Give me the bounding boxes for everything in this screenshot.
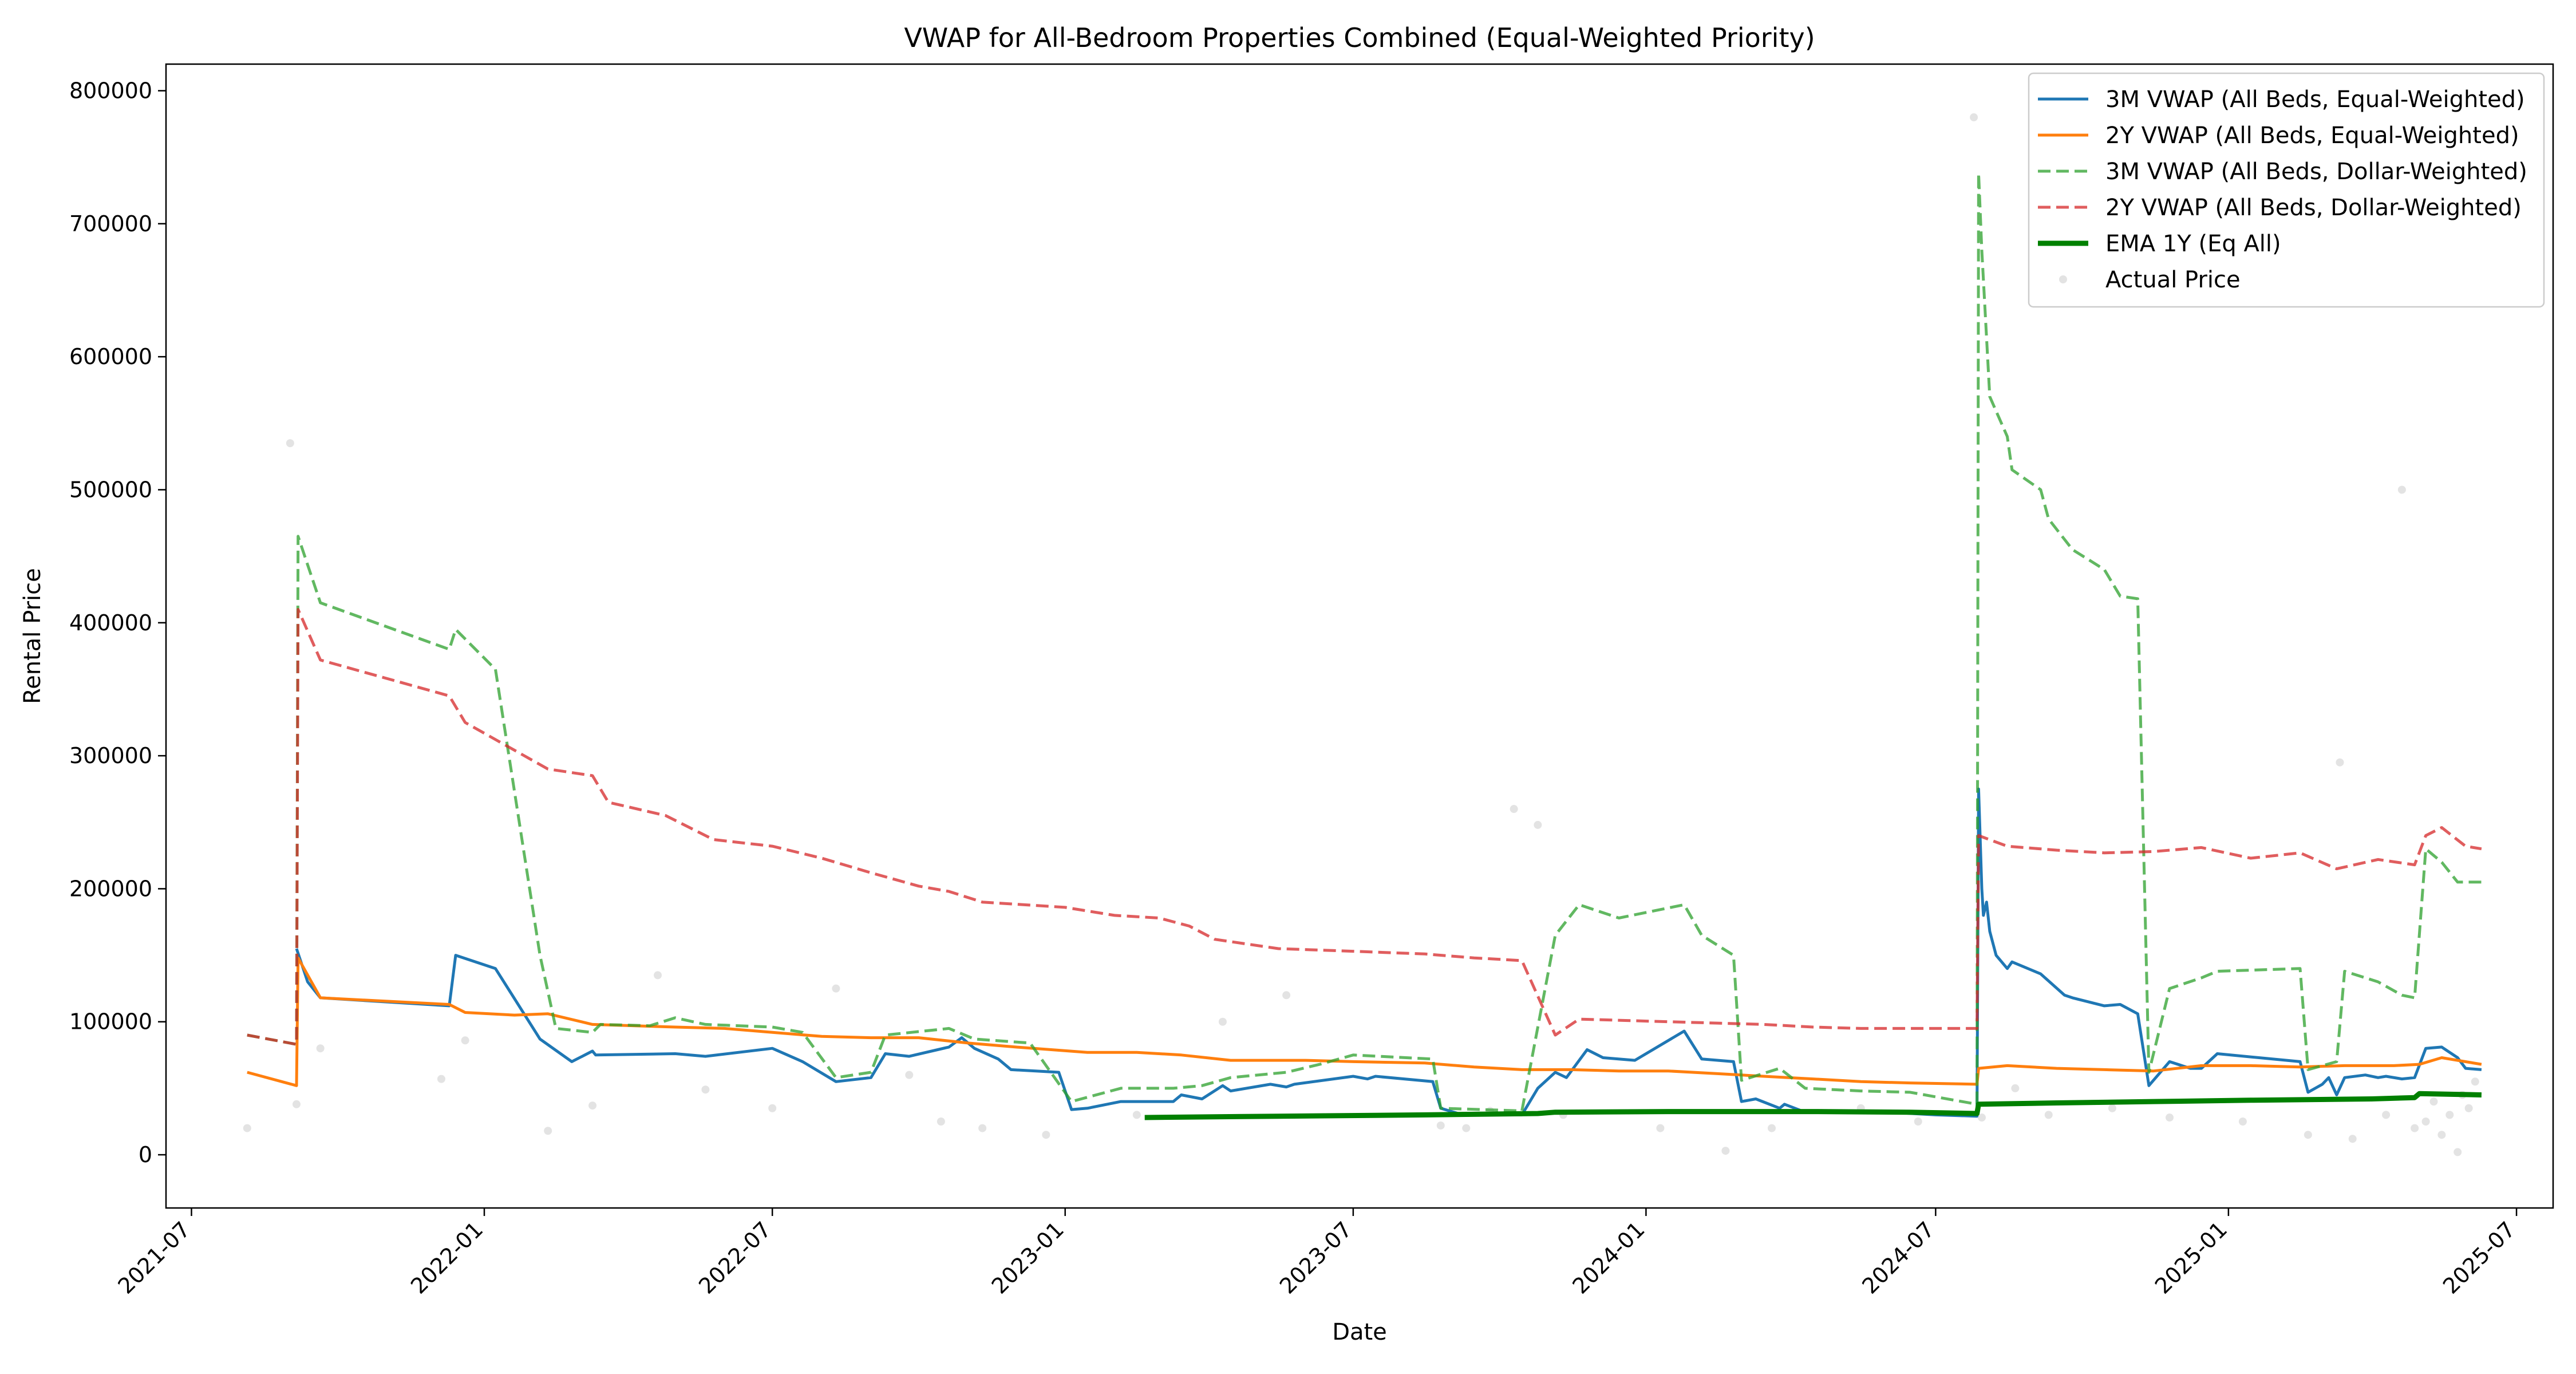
- scatter-point-33: [2044, 1111, 2053, 1119]
- scatter-point-19: [1436, 1121, 1445, 1130]
- scatter-point-42: [2411, 1124, 2419, 1132]
- y-tick-label-5: 500000: [69, 477, 152, 502]
- scatter-point-35: [2166, 1114, 2174, 1122]
- scatter-point-18: [1282, 991, 1291, 1000]
- scatter-point-12: [905, 1071, 914, 1079]
- scatter-point-30: [1970, 113, 1978, 121]
- series-line-2y-vwap-all-beds-dollar-weighted: [247, 608, 2482, 1046]
- series-line-2y-vwap-all-beds-equal-weighted: [247, 956, 2482, 1087]
- scatter-point-11: [832, 984, 840, 993]
- scatter-point-6: [544, 1127, 552, 1135]
- legend: 3M VWAP (All Beds, Equal-Weighted) 2Y VWA…: [2028, 72, 2545, 308]
- x-tick-label-3: 2023-01: [987, 1217, 1069, 1298]
- scatter-point-41: [2397, 485, 2406, 494]
- scatter-point-43: [2421, 1117, 2430, 1126]
- scatter-point-0: [243, 1124, 251, 1132]
- legend-box: [2028, 72, 2545, 308]
- scatter-point-9: [701, 1085, 710, 1094]
- y-tick-label-6: 600000: [69, 344, 152, 369]
- y-tick-label-0: 0: [139, 1142, 152, 1167]
- scatter-point-17: [1218, 1017, 1227, 1026]
- plot-frame: [165, 63, 2554, 1209]
- legend-label-ema-1y-eq-all: EMA 1Y (Eq All): [2105, 231, 2281, 257]
- scatter-point-10: [768, 1104, 777, 1112]
- scatter-point-13: [937, 1117, 945, 1126]
- y-tick-label-7: 700000: [69, 211, 152, 236]
- y-axis-label: Rental Price: [19, 568, 46, 704]
- scatter-point-40: [2382, 1111, 2391, 1119]
- scatter-point-31: [1977, 1114, 1986, 1122]
- scatter-point-4: [437, 1075, 445, 1083]
- legend-label-actual-price: Actual Price: [2105, 267, 2241, 293]
- scatter-point-16: [1132, 1111, 1141, 1119]
- x-axis-label: Date: [1332, 1319, 1387, 1345]
- y-tick-label-2: 200000: [69, 876, 152, 901]
- y-tick-label-3: 300000: [69, 743, 152, 768]
- legend-label-3m-vwap-all-beds-dollar-weighted: 3M VWAP (All Beds, Dollar-Weighted): [2105, 159, 2527, 185]
- legend-label-2y-vwap-all-beds-dollar-weighted: 2Y VWAP (All Beds, Dollar-Weighted): [2105, 195, 2522, 221]
- chart-title: VWAP for All-Bedroom Properties Combined…: [904, 22, 1815, 53]
- series-line-ema-1y-eq-all: [1144, 1091, 2482, 1120]
- scatter-point-37: [2304, 1131, 2312, 1139]
- scatter-point-15: [1042, 1131, 1050, 1139]
- x-tick-label-7: 2025-01: [2150, 1217, 2232, 1298]
- scatter-point-45: [2437, 1131, 2446, 1139]
- scatter-point-23: [1534, 820, 1542, 829]
- scatter-point-14: [978, 1124, 987, 1132]
- scatter-point-27: [1768, 1124, 1776, 1132]
- scatter-point-5: [461, 1036, 469, 1045]
- scatter-point-38: [2348, 1135, 2357, 1143]
- series-line-3m-vwap-all-beds-dollar-weighted: [247, 172, 2482, 1112]
- x-tick-label-4: 2023-07: [1275, 1217, 1357, 1298]
- y-tick-label-4: 400000: [69, 610, 152, 635]
- scatter-point-34: [2108, 1104, 2116, 1112]
- y-tick-label-1: 100000: [69, 1009, 152, 1035]
- series-line-3m-vwap-all-beds-equal-weighted: [295, 787, 2482, 1118]
- scatter-point-8: [654, 971, 662, 980]
- x-tick-label-8: 2025-07: [2438, 1217, 2520, 1298]
- scatter-point-7: [588, 1101, 597, 1110]
- y-tick-label-8: 800000: [69, 78, 152, 103]
- scatter-point-22: [1510, 805, 1518, 814]
- scatter-point-3: [316, 1044, 325, 1053]
- x-tick-label-2: 2022-07: [694, 1217, 776, 1298]
- scatter-point-20: [1462, 1124, 1471, 1132]
- scatter-point-36: [2238, 1117, 2247, 1126]
- x-tick-label-6: 2024-07: [1857, 1217, 1939, 1298]
- scatter-point-29: [1914, 1117, 1922, 1126]
- scatter-point-1: [286, 439, 294, 448]
- scatter-point-49: [2464, 1104, 2473, 1112]
- scatter-point-26: [1721, 1147, 1730, 1155]
- scatter-point-39: [2336, 758, 2344, 767]
- scatter-point-46: [2445, 1111, 2454, 1119]
- x-tick-label-0: 2021-07: [113, 1217, 195, 1298]
- x-tick-label-5: 2024-01: [1567, 1217, 1649, 1298]
- scatter-point-32: [2011, 1084, 2020, 1092]
- x-tick-label-1: 2022-01: [406, 1217, 488, 1298]
- scatter-point-44: [2429, 1097, 2438, 1106]
- legend-label-2y-vwap-all-beds-equal-weighted: 2Y VWAP (All Beds, Equal-Weighted): [2105, 123, 2519, 149]
- scatter-point-47: [2453, 1148, 2462, 1156]
- scatter-point-2: [292, 1100, 301, 1108]
- scatter-point-50: [2471, 1077, 2479, 1086]
- legend-swatch-actual-price: [2059, 275, 2067, 283]
- scatter-point-25: [1656, 1124, 1665, 1132]
- legend-label-3m-vwap-all-beds-equal-weighted: 3M VWAP (All Beds, Equal-Weighted): [2105, 86, 2525, 113]
